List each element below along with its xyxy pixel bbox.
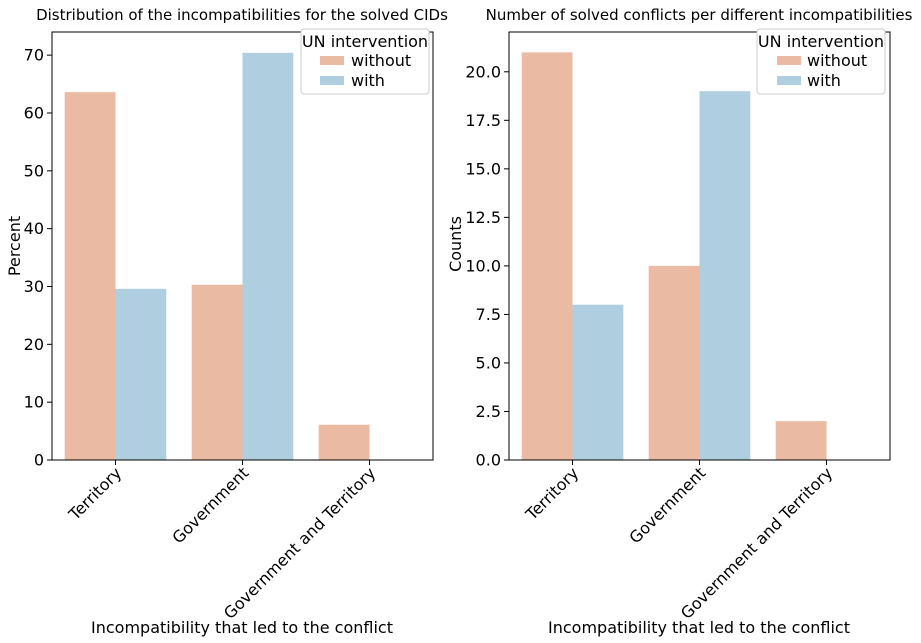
x-tick-label: Territory	[521, 463, 582, 524]
bar-with-territory	[115, 288, 167, 460]
y-axis-ticks: 0.0 2.5 5.0 7.5 10.0 12.5 15.0 17.5 20.0	[465, 62, 509, 470]
y-tick-label: 50	[24, 161, 44, 180]
x-tick-label: Territory	[64, 463, 125, 524]
legend: UN intervention without with	[756, 28, 886, 95]
bars-group	[64, 52, 370, 460]
chart-percent: Distribution of the incompatibilities fo…	[5, 6, 448, 637]
legend-swatch-without	[777, 56, 801, 65]
bar-with-government	[242, 52, 294, 460]
y-tick-label: 0.0	[476, 451, 501, 470]
x-tick-label: Government and Territory	[220, 463, 379, 622]
y-axis-label: Counts	[446, 216, 465, 272]
bar-without-government-and-territory	[775, 421, 827, 460]
y-tick-label: 10	[24, 393, 44, 412]
x-axis-label: Incompatibility that led to the conflict	[91, 618, 393, 637]
y-tick-label: 12.5	[465, 208, 501, 227]
y-axis-ticks: 0 10 20 30 40 50 60 70	[24, 46, 52, 470]
bars-group	[521, 52, 827, 460]
legend-title: UN intervention	[302, 32, 428, 51]
y-axis-label: Percent	[5, 216, 24, 276]
y-tick-label: 30	[24, 277, 44, 296]
x-tick-label: Government and Territory	[677, 463, 836, 622]
legend-swatch-with	[777, 76, 801, 85]
legend-title: UN intervention	[758, 32, 884, 51]
y-tick-label: 10.0	[465, 256, 501, 275]
y-tick-label: 7.5	[476, 305, 501, 324]
legend-label-without: without	[351, 51, 411, 70]
legend-swatch-with	[320, 76, 344, 85]
y-tick-label: 40	[24, 219, 44, 238]
x-axis-label: Incompatibility that led to the conflict	[548, 618, 850, 637]
y-tick-label: 17.5	[465, 111, 501, 130]
bar-without-government	[648, 265, 700, 460]
bar-with-territory	[572, 304, 624, 460]
y-tick-label: 5.0	[476, 353, 501, 372]
legend: UN intervention without with	[300, 28, 430, 95]
legend-swatch-without	[320, 56, 344, 65]
legend-label-without: without	[807, 51, 867, 70]
bar-without-territory	[64, 92, 116, 460]
legend-label-with: with	[807, 71, 841, 90]
y-tick-label: 0	[34, 451, 44, 470]
bar-without-territory	[521, 52, 573, 460]
chart-title: Distribution of the incompatibilities fo…	[36, 6, 448, 24]
legend-label-with: with	[351, 71, 385, 90]
y-tick-label: 2.5	[476, 402, 501, 421]
y-tick-label: 20.0	[465, 62, 501, 81]
y-tick-label: 70	[24, 46, 44, 65]
x-tick-label: Government	[625, 463, 709, 547]
x-tick-label: Government	[168, 463, 252, 547]
y-tick-label: 20	[24, 335, 44, 354]
bar-without-government-and-territory	[318, 424, 370, 460]
chart-title: Number of solved conflicts per different…	[486, 6, 913, 24]
chart-counts: Number of solved conflicts per different…	[446, 6, 913, 637]
y-tick-label: 15.0	[465, 159, 501, 178]
bar-with-government	[699, 91, 751, 460]
bar-without-government	[191, 284, 243, 460]
y-tick-label: 60	[24, 103, 44, 122]
